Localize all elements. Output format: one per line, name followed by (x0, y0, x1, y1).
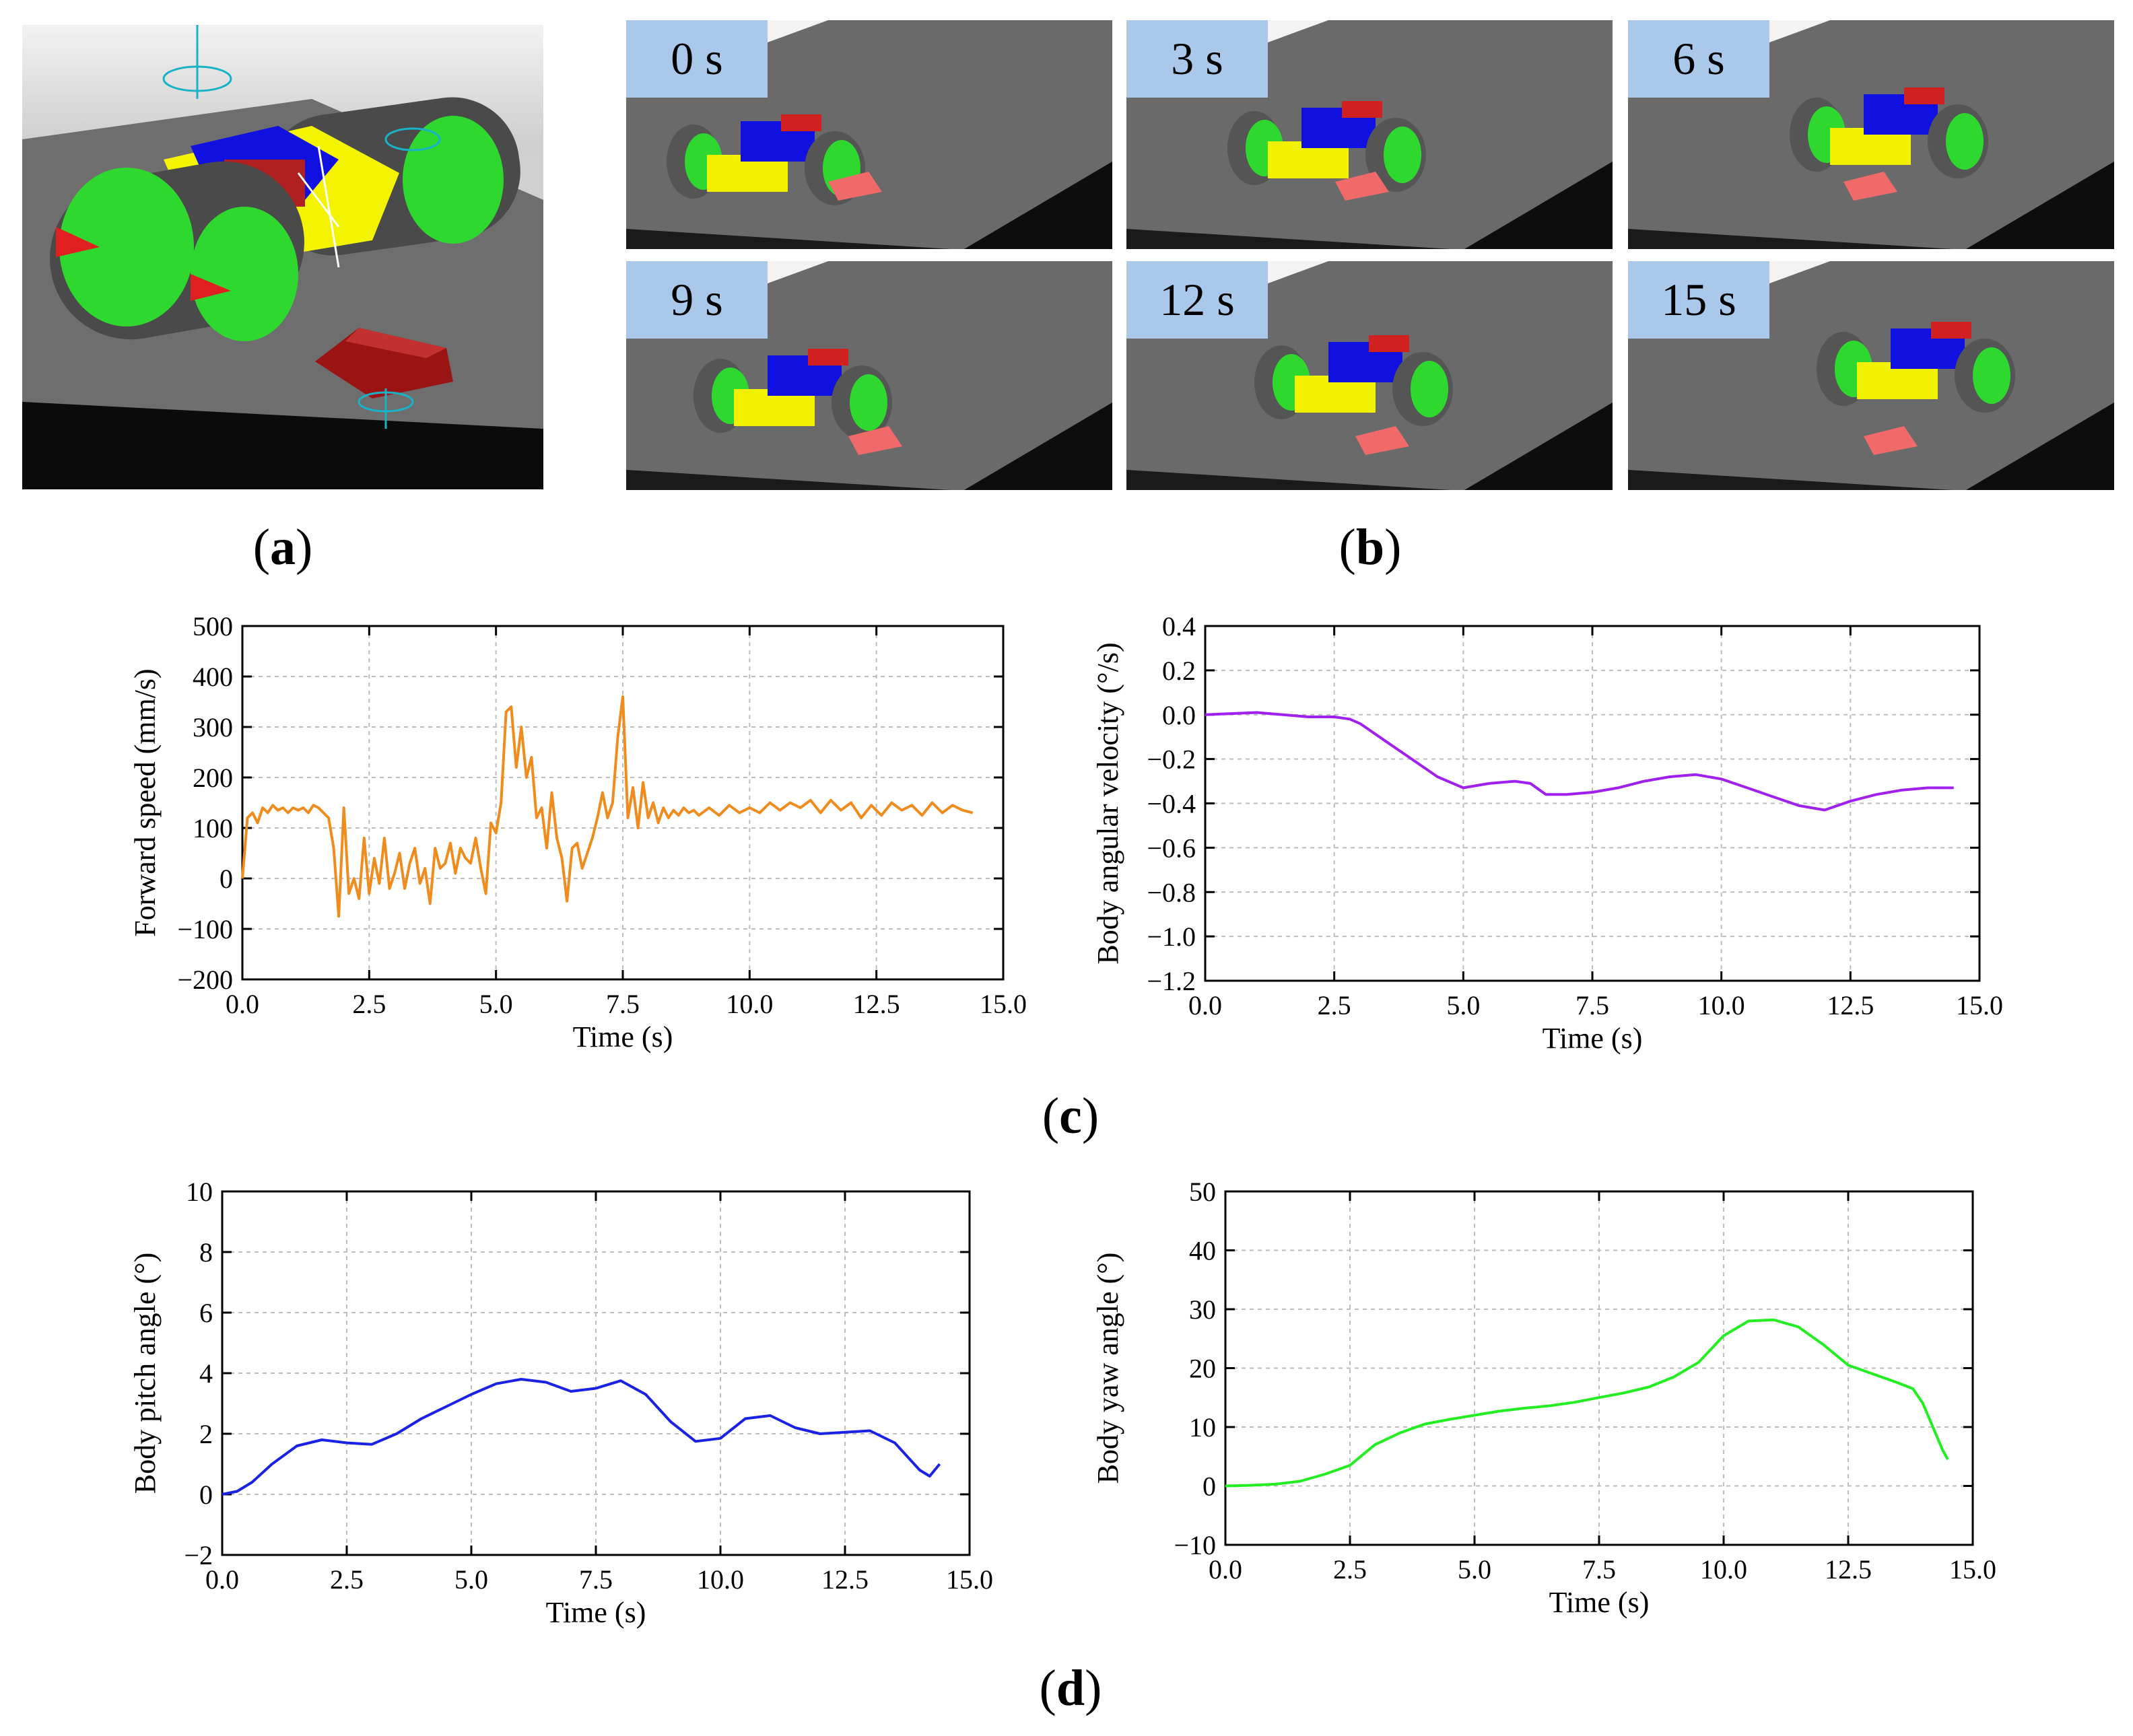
x-axis-label: Time (s) (573, 1020, 673, 1053)
series-line-angular (1205, 711, 1954, 812)
y-tick-label: 40 (1189, 1236, 1216, 1266)
y-tick-label: 0 (219, 864, 233, 894)
y-tick-label: −10 (1174, 1530, 1216, 1560)
sequence-frame: 3 s (1126, 20, 1613, 249)
x-tick-label: 7.5 (1576, 990, 1609, 1020)
y-tick-label: 10 (186, 1177, 213, 1207)
x-tick-label: 10.0 (697, 1564, 744, 1595)
time-badge: 0 s (626, 20, 768, 98)
y-tick-label: 20 (1189, 1354, 1216, 1384)
x-tick-label: 5.0 (1446, 990, 1480, 1020)
x-tick-label: 10.0 (1698, 990, 1745, 1020)
y-tick-label: 200 (193, 763, 233, 793)
y-tick-label: 0.0 (1162, 700, 1196, 730)
y-tick-label: −1.0 (1147, 922, 1196, 952)
y-tick-label: 300 (193, 712, 233, 742)
x-tick-label: 15.0 (980, 989, 1027, 1019)
y-tick-label: −100 (177, 914, 233, 944)
x-axis-label: Time (s) (546, 1596, 646, 1629)
series-line-yaw (1225, 1318, 1949, 1488)
sequence-frame: 0 s (626, 20, 1112, 249)
x-tick-label: 0.0 (205, 1564, 239, 1595)
y-tick-label: 50 (1189, 1177, 1216, 1207)
y-tick-label: 0 (199, 1480, 213, 1510)
time-badge: 15 s (1628, 261, 1769, 339)
y-tick-label: 30 (1189, 1294, 1216, 1325)
y-tick-label: 100 (193, 813, 233, 843)
y-tick-label: 4 (199, 1358, 213, 1389)
x-tick-label: 12.5 (1827, 990, 1874, 1020)
x-tick-label: 7.5 (1582, 1554, 1616, 1585)
x-tick-label: 2.5 (330, 1564, 364, 1595)
y-tick-label: −0.2 (1147, 744, 1196, 775)
y-tick-label: −0.6 (1147, 833, 1196, 863)
panel-b-label: (b) (1339, 519, 1402, 576)
x-tick-label: 5.0 (454, 1564, 488, 1595)
x-tick-label: 5.0 (479, 989, 513, 1019)
x-tick-label: 2.5 (1333, 1554, 1367, 1585)
x-tick-label: 10.0 (1700, 1554, 1747, 1585)
y-tick-label: −2 (184, 1540, 213, 1570)
forward-speed-chart: −200 −100 0 100 200 300 400 500 0.0 2.5 5.0 7.5 10.0… (129, 611, 1027, 1053)
x-tick-label: 5.0 (1458, 1554, 1491, 1585)
robot-model-scene (22, 25, 543, 489)
x-tick-label: 2.5 (352, 989, 386, 1019)
x-tick-label: 15.0 (946, 1564, 993, 1595)
frame-scene (1126, 261, 1613, 490)
x-axis-label: Time (s) (1543, 1022, 1643, 1055)
x-axis-label: Time (s) (1549, 1586, 1650, 1619)
time-badge: 12 s (1126, 261, 1268, 339)
panel-d-label: (d) (1039, 1660, 1102, 1716)
y-axis-label: Body yaw angle (°) (1091, 1253, 1124, 1484)
x-tick-label: 2.5 (1318, 990, 1351, 1020)
sequence-frame: 9 s (626, 261, 1112, 490)
time-badge: 3 s (1126, 20, 1268, 98)
y-tick-label: 6 (199, 1298, 213, 1328)
frame-scene (626, 261, 1112, 490)
y-tick-label: 10 (1189, 1412, 1216, 1443)
time-badge: 9 s (626, 261, 768, 339)
x-tick-label: 7.5 (579, 1564, 613, 1595)
y-tick-label: 500 (193, 611, 233, 641)
series-line-speed (241, 695, 974, 918)
y-tick-label: −0.8 (1147, 877, 1196, 907)
x-tick-label: 0.0 (1209, 1554, 1242, 1585)
x-tick-label: 15.0 (1949, 1554, 1996, 1585)
angular-velocity-chart: −1.2 −1.0 −0.8 −0.6 −0.4 −0.2 0.0 0.2 0.4 0.0 2.5 5… (1091, 611, 2003, 1055)
y-tick-label: 0.2 (1162, 656, 1196, 686)
x-tick-label: 7.5 (606, 989, 640, 1019)
x-tick-label: 15.0 (1956, 990, 2003, 1020)
sequence-frame: 6 s (1628, 20, 2114, 249)
time-badge: 6 s (1628, 20, 1769, 98)
pitch-angle-chart: −2 0 2 4 6 8 10 0.0 2.5 5.0 7.5 10.0 12.5 15.0 Time (s… (129, 1177, 993, 1629)
panel-a-label: (a) (252, 519, 313, 576)
panel-c-label: (c) (1042, 1088, 1099, 1144)
y-tick-label: 8 (199, 1237, 213, 1268)
y-tick-label: 0 (1203, 1471, 1216, 1502)
y-tick-label: −0.4 (1147, 789, 1196, 819)
x-tick-label: 0.0 (226, 989, 259, 1019)
x-tick-label: 12.5 (1825, 1554, 1872, 1585)
yaw-angle-chart: −10 0 10 20 30 40 50 0.0 2.5 5.0 7.5 10.0 12.5 15.0 Ti… (1091, 1177, 1996, 1619)
x-tick-label: 10.0 (726, 989, 773, 1019)
y-axis-label: Forward speed (mm/s) (129, 668, 162, 936)
y-tick-label: 0.4 (1162, 611, 1196, 641)
sequence-frame: 12 s (1126, 261, 1613, 490)
y-tick-label: −200 (177, 965, 233, 995)
series-line-pitch (222, 1378, 941, 1496)
panel-a (22, 25, 543, 489)
x-tick-label: 0.0 (1188, 990, 1222, 1020)
sequence-frame: 15 s (1628, 261, 2114, 490)
frame-scene (626, 20, 1112, 249)
x-tick-label: 12.5 (821, 1564, 869, 1595)
y-axis-label: Body pitch angle (°) (129, 1253, 162, 1494)
y-tick-label: 400 (193, 662, 233, 692)
y-tick-label: 2 (199, 1419, 213, 1449)
y-axis-label: Body angular velocity (°/s) (1091, 642, 1124, 964)
y-tick-label: −1.2 (1147, 966, 1196, 996)
x-tick-label: 12.5 (853, 989, 900, 1019)
